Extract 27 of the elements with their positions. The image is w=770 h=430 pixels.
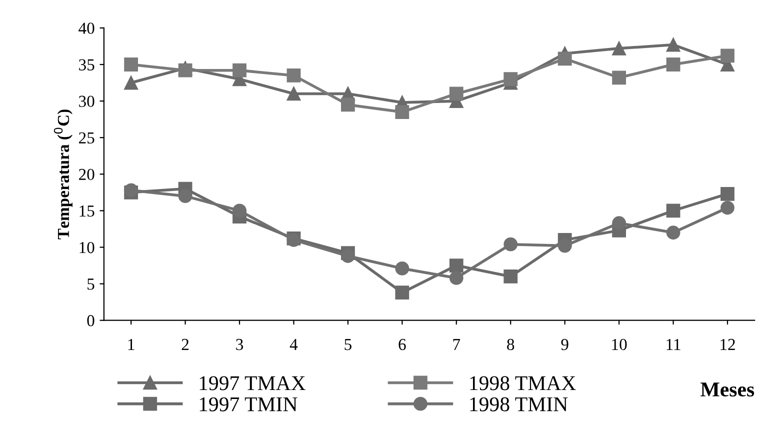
x-tick-label: 2 [182,338,189,350]
y-axis-title: Temperatura ($^{0}$C) [54,110,72,240]
x-tick-label: 6 [398,338,406,350]
y-tick-label: 25 [78,132,94,144]
x-tick-label: 12 [720,338,735,350]
legend-label: 1998 TMIN [470,397,568,412]
legend-label: 1997 TMAX [200,376,306,390]
x-tick-label: 3 [236,338,244,350]
x-tick-label: 7 [453,339,460,350]
y-tick-label: 5 [88,278,94,290]
y-tick-label: 35 [79,59,94,70]
y-tick-label: 30 [79,96,94,107]
x-tick-label: 5 [344,339,352,350]
legend-label: 1998 TMAX [470,376,576,390]
x-tick-label: 9 [561,338,568,350]
x-axis-title: Meses [700,382,754,397]
y-tick-label: 0 [87,315,94,326]
x-tick-label: 11 [666,338,680,350]
x-tick-label: 1 [128,338,134,350]
x-tick-label: 10 [612,338,627,350]
y-tick-label: 15 [80,205,94,217]
y-tick-label: 20 [78,168,94,180]
y-tick-label: 10 [80,242,94,254]
x-tick-label: 8 [507,338,514,350]
legend-label: 1997 TMIN [200,397,298,412]
y-tick-label: 40 [78,22,94,34]
x-tick-label: 4 [290,339,298,350]
